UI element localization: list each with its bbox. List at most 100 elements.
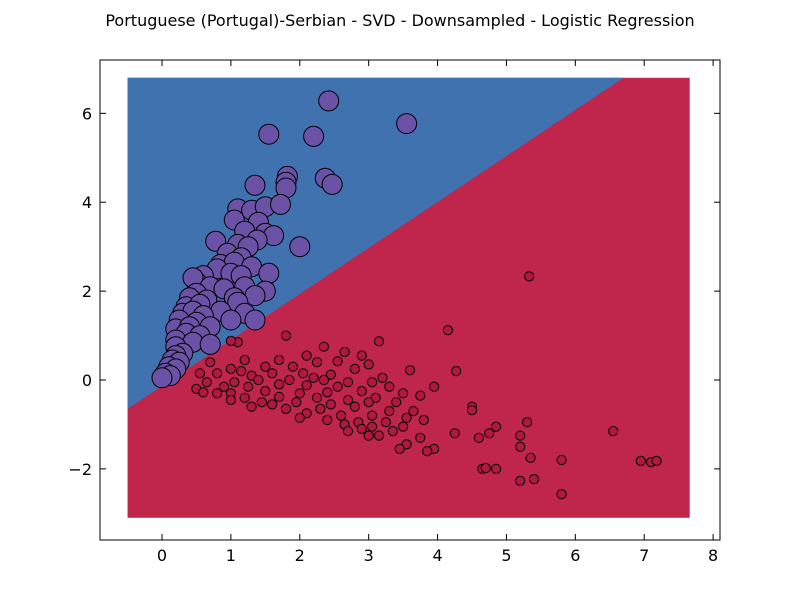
data-point bbox=[270, 193, 291, 215]
data-point bbox=[212, 368, 223, 379]
data-point bbox=[239, 354, 250, 366]
data-point bbox=[380, 417, 391, 428]
data-point bbox=[332, 356, 343, 367]
data-point bbox=[525, 452, 536, 463]
data-point bbox=[408, 406, 419, 417]
data-point bbox=[201, 377, 212, 388]
data-point bbox=[342, 394, 354, 406]
data-point bbox=[199, 333, 221, 355]
data-point bbox=[635, 455, 646, 466]
data-point bbox=[229, 377, 240, 388]
data-point bbox=[287, 361, 298, 372]
data-point bbox=[301, 350, 312, 361]
x-tick-label: 4 bbox=[432, 546, 442, 565]
data-point bbox=[515, 430, 526, 441]
data-point bbox=[342, 377, 354, 388]
data-point bbox=[311, 392, 323, 403]
data-point bbox=[325, 369, 336, 380]
data-point bbox=[253, 374, 264, 386]
data-point bbox=[415, 390, 426, 401]
data-point bbox=[528, 474, 540, 485]
y-tick-label: 0 bbox=[82, 371, 92, 390]
data-point bbox=[473, 432, 484, 443]
data-point bbox=[398, 388, 409, 399]
axes-frame bbox=[99, 59, 721, 541]
data-point bbox=[205, 357, 216, 368]
data-point bbox=[418, 414, 429, 426]
data-point bbox=[451, 366, 462, 377]
data-point bbox=[608, 426, 619, 437]
data-point bbox=[524, 271, 535, 282]
data-point bbox=[267, 368, 278, 379]
data-point bbox=[556, 454, 567, 466]
data-point bbox=[377, 372, 388, 383]
data-point bbox=[651, 455, 662, 466]
data-point bbox=[367, 410, 378, 421]
data-point bbox=[356, 423, 367, 434]
data-point bbox=[415, 432, 426, 443]
data-point bbox=[398, 421, 409, 432]
data-point bbox=[318, 374, 329, 386]
data-point bbox=[387, 426, 398, 437]
data-point bbox=[260, 386, 271, 397]
data-point bbox=[220, 309, 242, 331]
data-point bbox=[280, 330, 292, 341]
x-tick-label: 2 bbox=[295, 546, 305, 565]
data-point bbox=[311, 357, 323, 368]
data-point bbox=[404, 365, 416, 376]
data-point bbox=[274, 379, 285, 390]
data-point bbox=[401, 412, 412, 423]
data-point bbox=[367, 421, 378, 432]
data-point bbox=[284, 374, 295, 386]
data-point bbox=[367, 377, 378, 388]
data-point bbox=[318, 90, 340, 112]
data-point bbox=[336, 410, 347, 421]
data-point bbox=[422, 446, 433, 457]
data-point bbox=[384, 406, 395, 417]
data-point bbox=[244, 309, 266, 331]
data-point bbox=[274, 391, 285, 402]
x-tick-label: 1 bbox=[226, 546, 236, 565]
data-point bbox=[318, 341, 329, 352]
data-point bbox=[332, 381, 343, 392]
x-tick-label: 7 bbox=[639, 546, 649, 565]
data-point bbox=[225, 335, 236, 346]
x-tick-label: 3 bbox=[364, 546, 374, 565]
data-point bbox=[449, 428, 460, 439]
data-point bbox=[522, 417, 533, 428]
data-point bbox=[429, 381, 440, 392]
data-point bbox=[308, 372, 319, 383]
data-point bbox=[484, 428, 495, 439]
data-point bbox=[294, 388, 305, 399]
series-1 bbox=[191, 271, 662, 500]
y-tick-label: 2 bbox=[82, 282, 92, 301]
data-point bbox=[321, 173, 343, 195]
x-tick-label: 5 bbox=[501, 546, 511, 565]
data-point bbox=[339, 346, 350, 358]
data-point bbox=[491, 421, 502, 432]
data-point bbox=[194, 368, 205, 379]
y-tick-label: 6 bbox=[82, 104, 92, 123]
data-point bbox=[349, 363, 360, 374]
data-point bbox=[363, 430, 374, 441]
data-point bbox=[256, 397, 267, 408]
data-point bbox=[267, 399, 278, 410]
x-tick-label: 0 bbox=[157, 546, 167, 565]
data-point bbox=[315, 403, 326, 414]
data-point bbox=[556, 489, 567, 500]
data-point bbox=[356, 386, 367, 397]
data-point bbox=[244, 174, 266, 196]
data-point bbox=[363, 359, 374, 370]
data-point bbox=[396, 113, 418, 135]
data-point bbox=[322, 414, 333, 426]
data-point bbox=[394, 443, 405, 454]
data-point bbox=[280, 403, 292, 414]
y-tick-label: −2 bbox=[68, 460, 92, 479]
axis-ticks: 0 1 2 3 4 5 6 7 8 −2 0 2 4 6 bbox=[68, 60, 720, 565]
data-point bbox=[260, 361, 271, 372]
data-point bbox=[212, 388, 223, 399]
data-point bbox=[246, 401, 257, 412]
data-point bbox=[258, 262, 280, 284]
data-point bbox=[289, 236, 311, 258]
